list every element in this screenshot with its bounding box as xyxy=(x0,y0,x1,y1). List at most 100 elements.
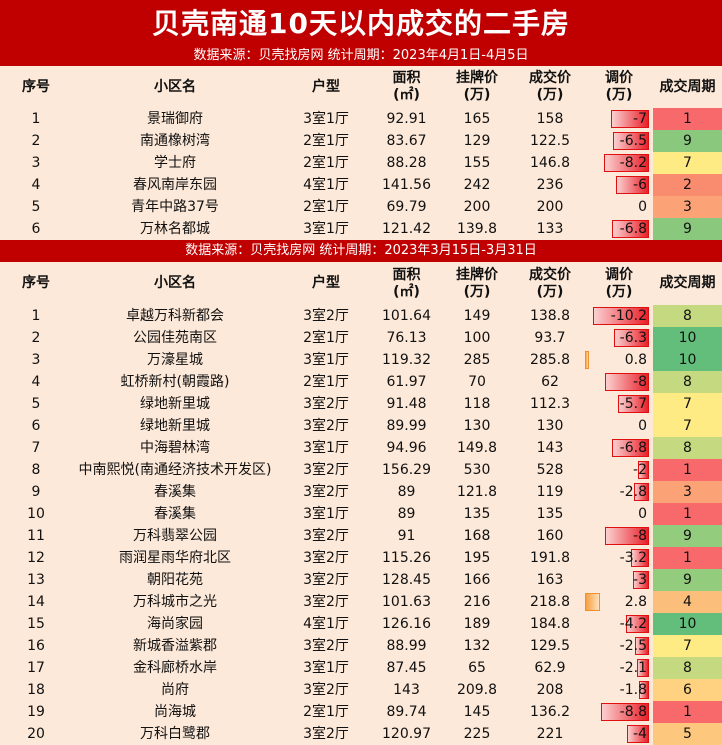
cell-deal-price: 200 xyxy=(536,199,564,215)
cell-name: 春溪集 xyxy=(154,506,196,522)
cell-deal-price: 62 xyxy=(541,374,559,390)
cell-type: 3室2厅 xyxy=(303,484,349,500)
cell-list-price: 189 xyxy=(463,616,491,632)
cell-name: 万科翡翠公园 xyxy=(133,528,217,544)
header-diff-unit: (万) xyxy=(605,283,633,300)
price-cut-bar xyxy=(616,176,649,194)
cell-cycle: 7 xyxy=(653,152,722,174)
table-row: 3 学士府 2室1厅 88.28 155 146.8 -8.2 7 xyxy=(0,152,722,174)
cell-type: 3室1厅 xyxy=(303,221,349,237)
cell-list-price: 209.8 xyxy=(456,682,498,698)
cell-type: 3室2厅 xyxy=(303,682,349,698)
cell-name: 尚府 xyxy=(161,682,189,698)
cell-list-price: 121.8 xyxy=(456,484,498,500)
subtitle-second-period: 数据来源：贝壳找房网 统计周期：2023年3月15日-3月31日 xyxy=(0,240,722,262)
header-area: 面积 (㎡) xyxy=(374,66,439,108)
price-change-value: -8.8 xyxy=(619,704,647,720)
price-change-value: -2.1 xyxy=(619,660,647,676)
cell-seq: 18 xyxy=(27,682,45,698)
cell-type: 3室2厅 xyxy=(303,594,349,610)
cell-price-change: -4 xyxy=(585,723,653,745)
header-deal-label: 成交价 xyxy=(529,266,571,283)
cell-name: 景瑞御府 xyxy=(147,111,203,127)
cell-price-change: -6.8 xyxy=(585,437,653,459)
cell-price-change: -2.1 xyxy=(585,657,653,679)
cell-type: 3室1厅 xyxy=(303,440,349,456)
cell-type: 2室1厅 xyxy=(303,330,349,346)
price-cut-bar xyxy=(634,483,649,501)
price-change-value: -8 xyxy=(633,374,647,390)
cell-cycle: 8 xyxy=(653,437,722,459)
cell-type: 2室1厅 xyxy=(303,704,349,720)
header-deal: 成交价 (万) xyxy=(515,66,585,108)
price-change-value: 2.8 xyxy=(624,594,647,610)
table-row: 15 海尚家园 4室1厅 126.16 189 184.8 -4.2 10 xyxy=(0,613,722,635)
cell-area: 156.29 xyxy=(382,462,431,478)
cell-list-price: 70 xyxy=(468,374,486,390)
cell-area: 101.63 xyxy=(382,594,431,610)
cell-deal-price: 218.8 xyxy=(529,594,571,610)
header-type: 户型 xyxy=(312,275,340,291)
cell-type: 3室1厅 xyxy=(303,506,349,522)
cell-deal-price: 285.8 xyxy=(529,352,571,368)
cell-type: 2室1厅 xyxy=(303,133,349,149)
cell-area: 92.91 xyxy=(386,111,427,127)
header-seq: 序号 xyxy=(22,275,50,291)
header-cycle: 成交周期 xyxy=(659,78,716,95)
table-row: 5 青年中路37号 2室1厅 69.79 200 200 0 3 xyxy=(0,196,722,218)
cell-name: 南通橡树湾 xyxy=(140,133,210,149)
cell-price-change: 2.8 xyxy=(585,591,653,613)
cell-list-price: 135 xyxy=(463,506,491,522)
cell-name: 学士府 xyxy=(154,155,196,171)
price-change-value: -8 xyxy=(633,528,647,544)
price-change-value: -4.2 xyxy=(619,616,647,632)
cell-name: 雨润星雨华府北区 xyxy=(119,550,231,566)
price-cut-bar xyxy=(638,461,649,479)
cell-area: 88.99 xyxy=(386,638,427,654)
cell-name: 金科廊桥水岸 xyxy=(133,660,217,676)
header-diff: 调价 (万) xyxy=(585,262,653,305)
table-row: 10 春溪集 3室1厅 89 135 135 0 1 xyxy=(0,503,722,525)
cell-list-price: 149.8 xyxy=(456,440,498,456)
cell-cycle: 9 xyxy=(653,218,722,240)
cell-cycle: 10 xyxy=(653,349,722,371)
cell-type: 3室1厅 xyxy=(303,352,349,368)
price-change-value: -1.8 xyxy=(619,682,647,698)
cell-cycle: 7 xyxy=(653,635,722,657)
cell-list-price: 145 xyxy=(463,704,491,720)
cell-cycle: 1 xyxy=(653,503,722,525)
cell-cycle: 8 xyxy=(653,371,722,393)
cell-seq: 15 xyxy=(27,616,45,632)
cell-area: 89.74 xyxy=(386,704,427,720)
cell-type: 4室1厅 xyxy=(303,616,349,632)
cell-seq: 3 xyxy=(31,352,41,368)
cell-cycle: 1 xyxy=(653,547,722,569)
cell-price-change: -6.8 xyxy=(585,218,653,240)
header-seq: 序号 xyxy=(22,78,50,95)
cell-seq: 4 xyxy=(31,177,41,193)
table-row: 18 尚府 3室2厅 143 209.8 208 -1.8 6 xyxy=(0,679,722,701)
cell-area: 126.16 xyxy=(382,616,431,632)
cell-price-change: 0 xyxy=(585,503,653,525)
cell-area: 69.79 xyxy=(386,199,427,215)
cell-name: 海尚家园 xyxy=(147,616,203,632)
cell-name: 中南熙悦(南通经济技术开发区) xyxy=(78,462,272,478)
cell-area: 91.48 xyxy=(386,396,427,412)
cell-name: 朝阳花苑 xyxy=(147,572,203,588)
price-cut-bar xyxy=(613,132,649,150)
cell-name: 万科城市之光 xyxy=(133,594,217,610)
price-change-value: -8.2 xyxy=(619,155,647,171)
cell-cycle: 3 xyxy=(653,196,722,218)
header-list-unit: (万) xyxy=(463,283,491,300)
cell-type: 4室1厅 xyxy=(303,177,349,193)
cell-deal-price: 112.3 xyxy=(529,396,571,412)
cell-deal-price: 62.9 xyxy=(534,660,566,676)
cell-cycle: 8 xyxy=(653,305,722,327)
cell-type: 3室2厅 xyxy=(303,462,349,478)
cell-cycle: 9 xyxy=(653,569,722,591)
cell-list-price: 242 xyxy=(463,177,491,193)
cell-price-change: -2 xyxy=(585,459,653,481)
cell-seq: 6 xyxy=(31,221,41,237)
cell-list-price: 165 xyxy=(463,111,491,127)
subtitle-first-period: 数据来源：贝壳找房网 统计周期：2023年4月1日-4月5日 xyxy=(193,48,529,63)
